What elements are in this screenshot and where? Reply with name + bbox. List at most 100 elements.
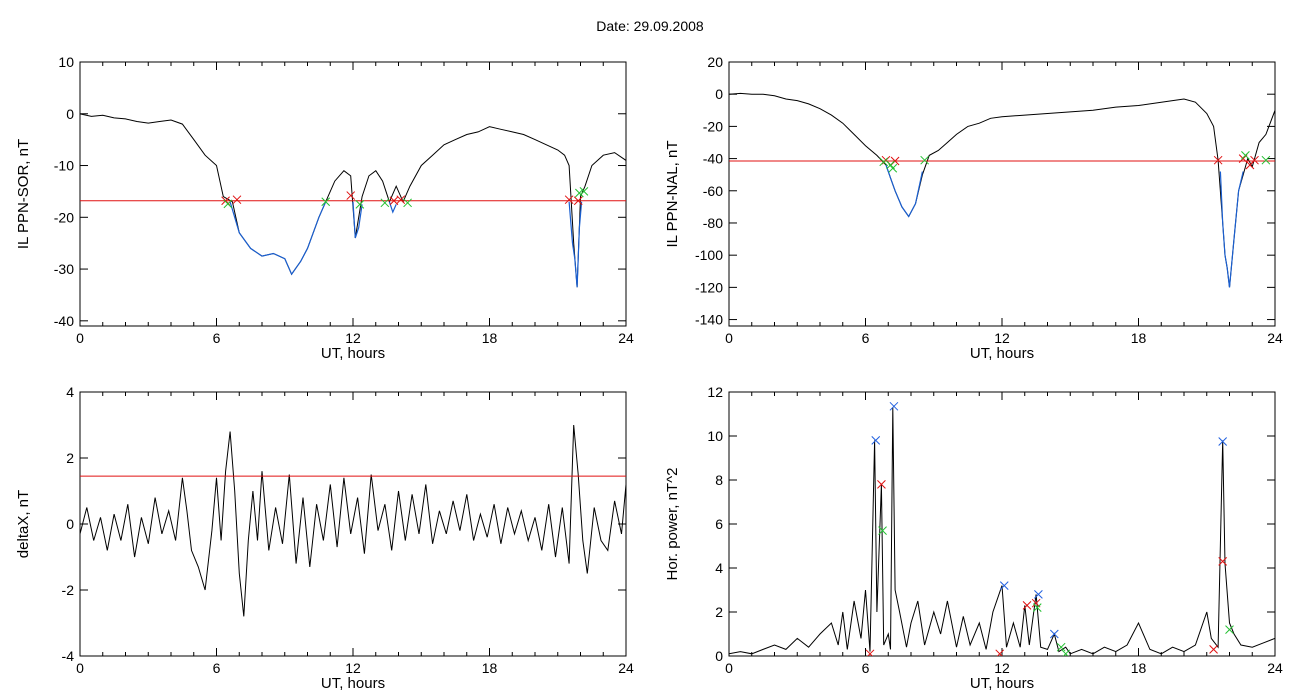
red-marker-b: [396, 195, 406, 205]
blue-marker: [1049, 629, 1059, 639]
y-tick-label: 2: [715, 604, 723, 620]
y-tick-label: 2: [66, 450, 74, 466]
red-marker-b: [1250, 155, 1259, 165]
green-marker-b: [575, 188, 584, 198]
plot-area: [80, 424, 626, 617]
green-marker: [1241, 151, 1250, 160]
chart-panel-1: 0 6 12 18 24 10 0 -10 -20 -30 -40 UT, hours IL PPN-S…: [15, 54, 634, 362]
x-tick-label: 24: [618, 660, 634, 676]
chart-panel-3: 0 6 12 18 24 4 2 0 -2 -4 UT, hours deltaX, nT: [15, 384, 634, 692]
green-marker: [321, 197, 331, 207]
blue-marker: [999, 581, 1009, 590]
y-tick-label: -100: [695, 247, 723, 263]
green-marker: [1261, 155, 1271, 165]
series-line-1: [729, 92, 1275, 288]
green-marker: [1032, 603, 1042, 612]
red-marker-b: [389, 196, 399, 206]
red-marker-b: [1022, 601, 1032, 610]
green-marker-b: [879, 157, 889, 167]
y-tick-label: -20: [703, 118, 723, 134]
x-axis-label: UT, hours: [321, 345, 385, 362]
x-tick-label: 12: [345, 660, 361, 676]
y-tick-label: 10: [58, 54, 74, 70]
y-tick-label: -10: [54, 158, 74, 174]
y-tick-label: -20: [54, 209, 74, 225]
y-tick-label: 4: [66, 384, 74, 400]
x-tick-label: 12: [994, 330, 1010, 346]
chart-panel-4: 0 6 12 18 24 12 10 8 6 4 2 0 UT, hours Hor. power, nT…: [664, 384, 1283, 692]
green-marker: [888, 163, 898, 173]
x-tick-label: 6: [862, 330, 870, 346]
green-marker: [1056, 642, 1066, 652]
green-marker-b: [223, 199, 233, 209]
y-tick-label: 0: [66, 516, 74, 532]
red-marker-b: [1213, 155, 1223, 165]
green-marker: [380, 198, 390, 208]
blue-marker: [1218, 437, 1228, 446]
y-tick-label: 12: [707, 384, 723, 400]
y-tick-label: -80: [703, 215, 723, 231]
red-marker-b: [1031, 598, 1041, 608]
green-marker: [355, 199, 365, 209]
red-marker: [1218, 557, 1228, 566]
red-marker-b: [232, 195, 242, 205]
page-title: Date: 29.09.2008: [596, 18, 704, 34]
x-tick-label: 18: [1131, 330, 1147, 346]
x-tick-label: 18: [482, 330, 498, 346]
x-tick-label: 24: [618, 330, 634, 346]
series-line-1: [729, 407, 1275, 655]
red-marker: [396, 195, 406, 205]
blue-marker-b: [889, 401, 899, 411]
red-marker: [1209, 645, 1218, 654]
green-marker-b: [355, 199, 365, 209]
plot-frame: [79, 61, 627, 327]
red-marker-b: [573, 196, 583, 206]
red-marker-b: [867, 649, 875, 656]
y-tick-label: 20: [707, 54, 723, 70]
green-marker-b: [1056, 642, 1066, 652]
green-marker-b: [888, 163, 898, 173]
y-tick-label: 8: [715, 472, 723, 488]
green-marker-b: [579, 187, 589, 196]
green-marker: [1061, 649, 1071, 656]
y-tick-label: 0: [715, 86, 723, 102]
below-threshold-segment: [388, 201, 397, 214]
blue-marker-b: [1049, 629, 1059, 639]
green-marker: [920, 155, 930, 165]
y-tick-label: -40: [703, 151, 723, 167]
y-tick-label: -2: [62, 582, 75, 598]
red-marker: [346, 191, 356, 200]
below-threshold-segment: [885, 164, 923, 218]
blue-marker: [889, 401, 899, 411]
green-marker-b: [920, 155, 930, 165]
x-tick-label: 24: [1267, 660, 1283, 676]
x-tick-label: 24: [1267, 330, 1283, 346]
green-marker-b: [403, 198, 412, 208]
red-marker-b: [877, 480, 886, 489]
below-threshold-segment: [1219, 171, 1244, 288]
red-marker-b: [1209, 645, 1218, 654]
x-tick-label: 6: [862, 660, 870, 676]
y-axis-label: IL PPN-NAL, nT: [664, 141, 681, 248]
red-marker: [877, 480, 886, 489]
plot-area: [729, 92, 1275, 288]
x-axis-label: UT, hours: [970, 675, 1034, 692]
green-marker-b: [1241, 151, 1250, 160]
green-marker-b: [1225, 625, 1234, 634]
x-tick-label: 12: [345, 330, 361, 346]
y-tick-label: -40: [54, 313, 74, 329]
x-axis-label: UT, hours: [970, 345, 1034, 362]
red-marker: [1213, 155, 1223, 165]
plot-area: [80, 113, 626, 288]
x-tick-label: 0: [76, 660, 84, 676]
green-marker-b: [380, 198, 390, 208]
blue-marker-b: [1034, 590, 1043, 599]
red-marker: [1022, 601, 1032, 610]
red-marker-b: [221, 196, 230, 206]
x-tick-label: 12: [994, 660, 1010, 676]
y-tick-label: -120: [695, 279, 723, 295]
red-marker: [232, 195, 242, 205]
below-threshold-segment: [229, 201, 327, 276]
green-marker: [579, 187, 589, 196]
green-marker-b: [1261, 155, 1271, 165]
